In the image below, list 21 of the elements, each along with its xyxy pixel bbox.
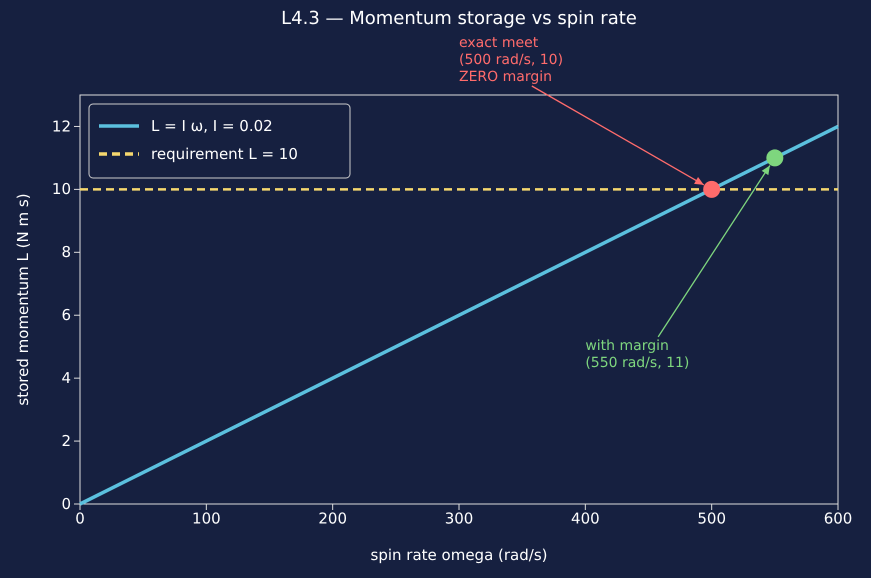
y-tick-label: 2: [61, 432, 71, 450]
chart-title: L4.3 — Momentum storage vs spin rate: [281, 8, 637, 29]
x-tick-label: 600: [824, 510, 852, 528]
legend-label: L = I ω, I = 0.02: [151, 117, 273, 135]
x-tick-label: 100: [192, 510, 221, 528]
y-tick-label: 12: [52, 117, 71, 136]
y-axis-title: stored momentum L (N m s): [14, 193, 32, 406]
y-tick-label: 6: [61, 306, 71, 324]
x-tick-label: 500: [697, 510, 726, 528]
y-tick-label: 4: [61, 368, 71, 387]
annotation: exact meet (500 rad/s, 10) ZERO margin: [459, 35, 564, 85]
x-tick-label: 0: [75, 510, 85, 528]
legend-label: requirement L = 10: [151, 145, 298, 163]
y-tick-label: 10: [52, 180, 71, 198]
y-tick-label: 0: [61, 494, 71, 513]
y-tick-label: 8: [61, 243, 71, 262]
x-tick-label: 400: [571, 510, 600, 528]
x-axis-title: spin rate omega (rad/s): [370, 546, 548, 564]
x-tick-label: 200: [318, 510, 347, 528]
x-tick-label: 300: [444, 510, 474, 528]
annotation: with margin (550 rad/s, 11): [585, 338, 690, 371]
